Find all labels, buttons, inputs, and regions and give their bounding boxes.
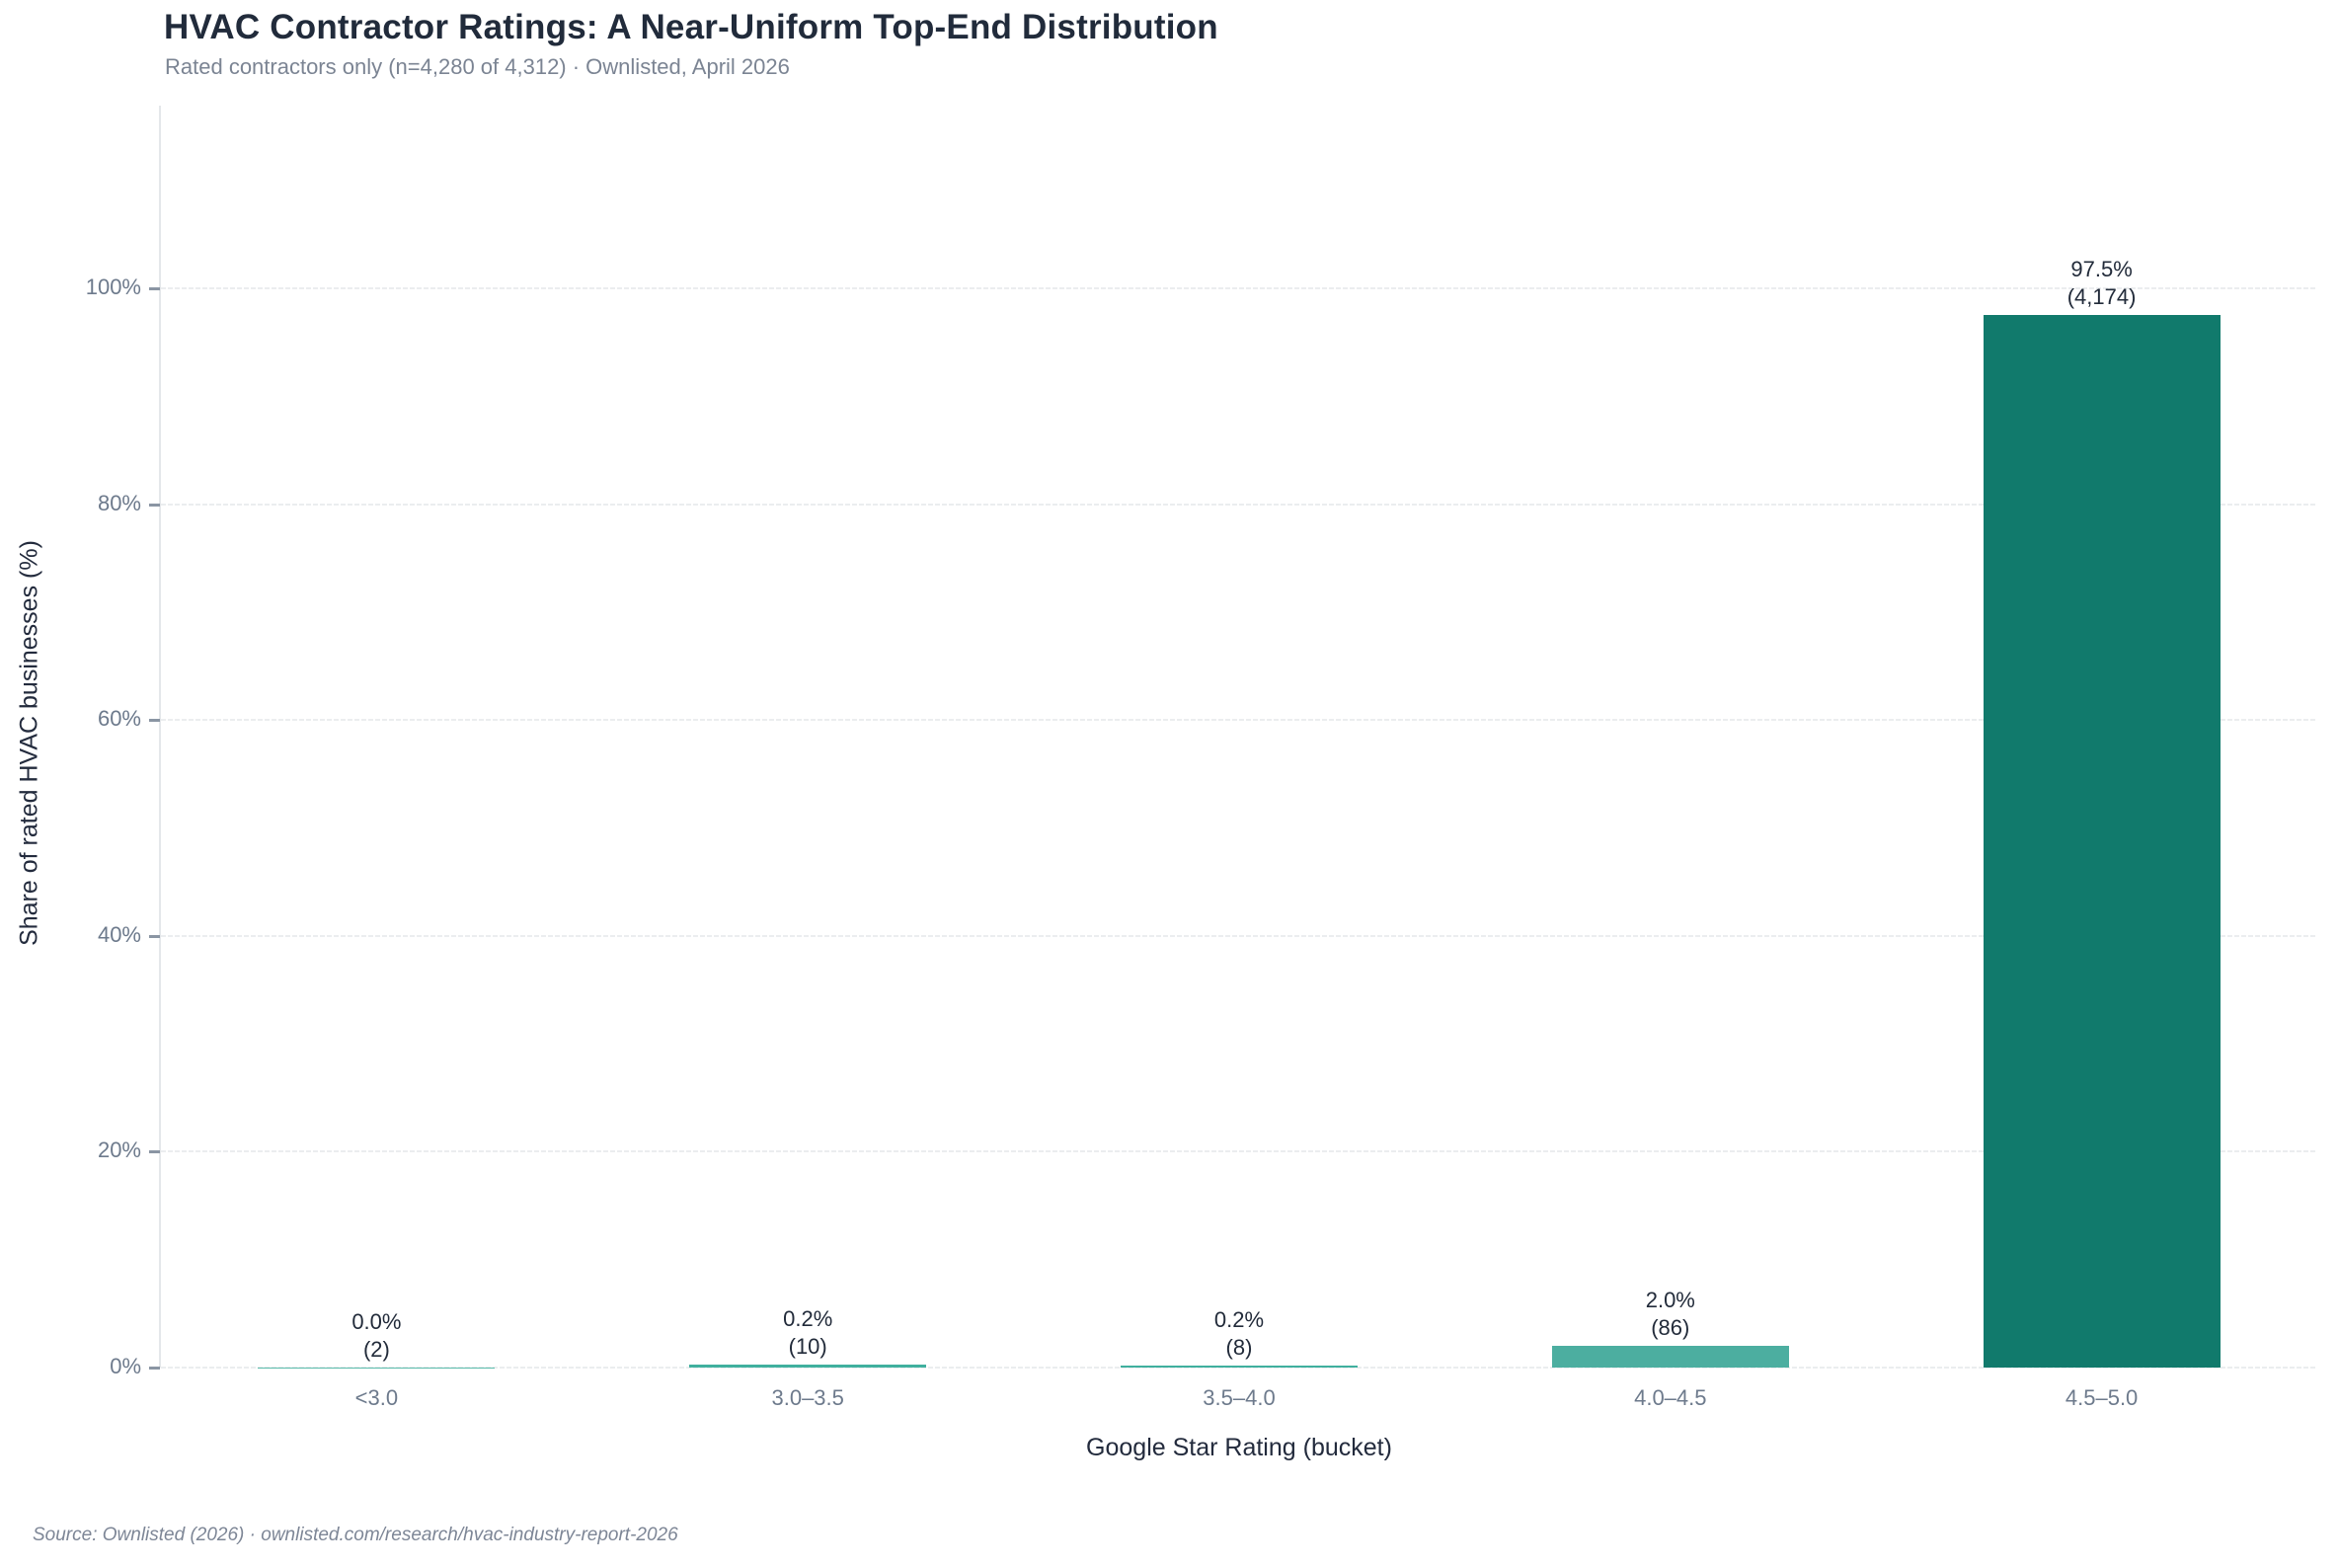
x-tick-label-3.0–3.5: 3.0–3.5: [771, 1385, 844, 1410]
bar-annotation-3.5–4.0: 0.2% (8): [1091, 1306, 1387, 1362]
y-axis-title: Share of rated HVAC businesses (%): [15, 540, 43, 946]
y-tick-label-100: 100%: [85, 274, 141, 299]
bar-count-label: (86): [1651, 1315, 1690, 1341]
chart-title: HVAC Contractor Ratings: A Near-Uniform …: [164, 8, 1218, 46]
source-note: Source: Ownlisted (2026) · ownlisted.com…: [33, 1525, 678, 1545]
y-tick-label-20: 20%: [97, 1137, 141, 1163]
y-tick-mark-0: [149, 1367, 160, 1370]
gridline-80: [161, 503, 2317, 506]
gridline-20: [161, 1150, 2317, 1153]
bar-3.0–3.5: [689, 1365, 927, 1368]
chart-subtitle: Rated contractors only (n=4,280 of 4,312…: [165, 54, 790, 79]
bar-annotation-4.0–4.5: 2.0% (86): [1522, 1287, 1819, 1342]
x-axis-title: Google Star Rating (bucket): [1086, 1434, 1392, 1461]
bar-annotation-3.0–3.5: 0.2% (10): [660, 1305, 956, 1361]
y-tick-label-60: 60%: [97, 706, 141, 732]
bar-count-label: (4,174): [2066, 284, 2137, 310]
y-tick-mark-80: [149, 503, 160, 507]
bar-pct-label: 0.2%: [783, 1306, 833, 1332]
y-tick-mark-100: [149, 287, 160, 290]
bar-4.0–4.5: [1551, 1346, 1789, 1368]
bar-pct-label: 2.0%: [1645, 1288, 1695, 1313]
bar-3.5–4.0: [1121, 1365, 1358, 1368]
bar-annotation-4.5–5.0: 97.5% (4,174): [1954, 256, 2250, 311]
gridline-0: [161, 1367, 2317, 1369]
y-axis-line: [159, 106, 161, 1368]
bar-pct-label: 0.0%: [351, 1308, 402, 1334]
bar-count-label: (8): [1225, 1334, 1253, 1360]
gridline-100: [161, 287, 2317, 289]
gridline-40: [161, 934, 2317, 937]
bar-count-label: (10): [788, 1334, 827, 1360]
bar-<3.0: [258, 1367, 496, 1368]
x-tick-label-3.5–4.0: 3.5–4.0: [1203, 1385, 1276, 1410]
x-tick-label-4.5–5.0: 4.5–5.0: [2065, 1385, 2139, 1410]
y-tick-label-40: 40%: [97, 921, 141, 947]
y-tick-label-80: 80%: [97, 490, 141, 515]
y-tick-mark-40: [149, 934, 160, 938]
plot-area: 0.0% (2) 0.2% (10) 0.2% (8) 2.0% (86) 97.5% (4,17…: [161, 106, 2317, 1369]
y-tick-mark-20: [149, 1150, 160, 1154]
x-tick-label-<3.0: <3.0: [354, 1385, 399, 1410]
bar-pct-label: 0.2%: [1213, 1306, 1265, 1332]
bar-annotation-<3.0: 0.0% (2): [228, 1308, 524, 1364]
gridline-60: [161, 719, 2317, 722]
bar-4.5–5.0: [1983, 315, 2221, 1368]
y-tick-mark-60: [149, 719, 160, 723]
bar-count-label: (2): [362, 1336, 390, 1362]
x-tick-label-4.0–4.5: 4.0–4.5: [1634, 1385, 1707, 1410]
bar-pct-label: 97.5%: [2070, 257, 2133, 282]
y-tick-label-0: 0%: [110, 1354, 141, 1378]
